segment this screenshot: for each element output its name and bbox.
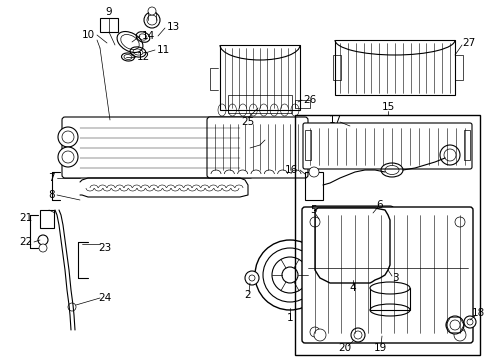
Bar [305,172,323,200]
Text: 13: 13 [167,22,180,32]
Circle shape [58,147,78,167]
Circle shape [351,328,365,342]
Circle shape [464,316,476,328]
Text: 16: 16 [285,165,298,175]
Circle shape [62,151,74,163]
Circle shape [38,235,48,245]
Circle shape [444,149,456,161]
Text: 1: 1 [287,313,294,323]
Text: 18: 18 [471,308,485,318]
Circle shape [147,15,157,25]
Circle shape [446,316,464,334]
Circle shape [68,303,76,311]
Bar [455,55,463,80]
Text: 24: 24 [98,293,112,303]
Text: 2: 2 [245,290,251,300]
FancyBboxPatch shape [302,207,473,343]
Bar [305,130,311,160]
Bar [228,95,292,113]
Circle shape [455,327,465,337]
Text: 9: 9 [106,7,112,17]
Circle shape [144,12,160,28]
Circle shape [310,327,320,337]
Text: 14: 14 [142,31,155,41]
Text: 20: 20 [339,343,351,353]
FancyBboxPatch shape [62,117,253,178]
Circle shape [245,271,259,285]
Circle shape [282,267,298,283]
Bar [100,18,118,32]
Text: 19: 19 [373,343,387,353]
Text: 22: 22 [19,237,32,247]
Text: 8: 8 [49,190,55,200]
Bar [464,130,470,160]
Circle shape [327,227,383,283]
Text: 23: 23 [98,243,112,253]
Text: 4: 4 [350,283,356,293]
Bar [333,55,341,80]
Circle shape [58,127,78,147]
Circle shape [455,217,465,227]
Circle shape [454,329,466,341]
Circle shape [272,257,308,293]
Text: 6: 6 [377,200,383,210]
Bar [220,45,300,110]
FancyBboxPatch shape [303,123,472,169]
Ellipse shape [370,304,410,316]
Circle shape [362,210,378,226]
Circle shape [314,329,326,341]
Bar [370,288,410,310]
Circle shape [310,217,320,227]
Bar [295,115,480,355]
Circle shape [315,212,335,232]
Circle shape [365,213,375,223]
Text: 12: 12 [136,52,149,62]
Circle shape [39,244,47,252]
Bar [335,40,455,95]
Circle shape [440,145,460,165]
Circle shape [148,7,156,15]
Circle shape [255,240,325,310]
Circle shape [450,320,460,330]
Circle shape [340,240,370,270]
Text: 15: 15 [381,102,394,112]
Circle shape [333,233,377,277]
Text: 26: 26 [303,95,317,105]
Bar [295,100,310,108]
Circle shape [62,131,74,143]
Text: 7: 7 [49,173,55,183]
Bar [40,210,54,228]
Text: 5: 5 [310,205,317,215]
Circle shape [309,167,319,177]
Text: 3: 3 [392,273,398,283]
Text: 10: 10 [82,30,95,40]
Circle shape [354,331,362,339]
Circle shape [249,275,255,281]
FancyBboxPatch shape [311,206,394,289]
Text: 21: 21 [19,213,32,223]
Circle shape [263,248,317,302]
FancyBboxPatch shape [207,117,308,178]
Circle shape [319,216,331,228]
Text: 25: 25 [242,117,255,127]
Text: 11: 11 [156,45,170,55]
Circle shape [467,319,473,325]
Text: 17: 17 [328,115,342,125]
Text: 27: 27 [463,38,476,48]
Ellipse shape [370,282,410,294]
